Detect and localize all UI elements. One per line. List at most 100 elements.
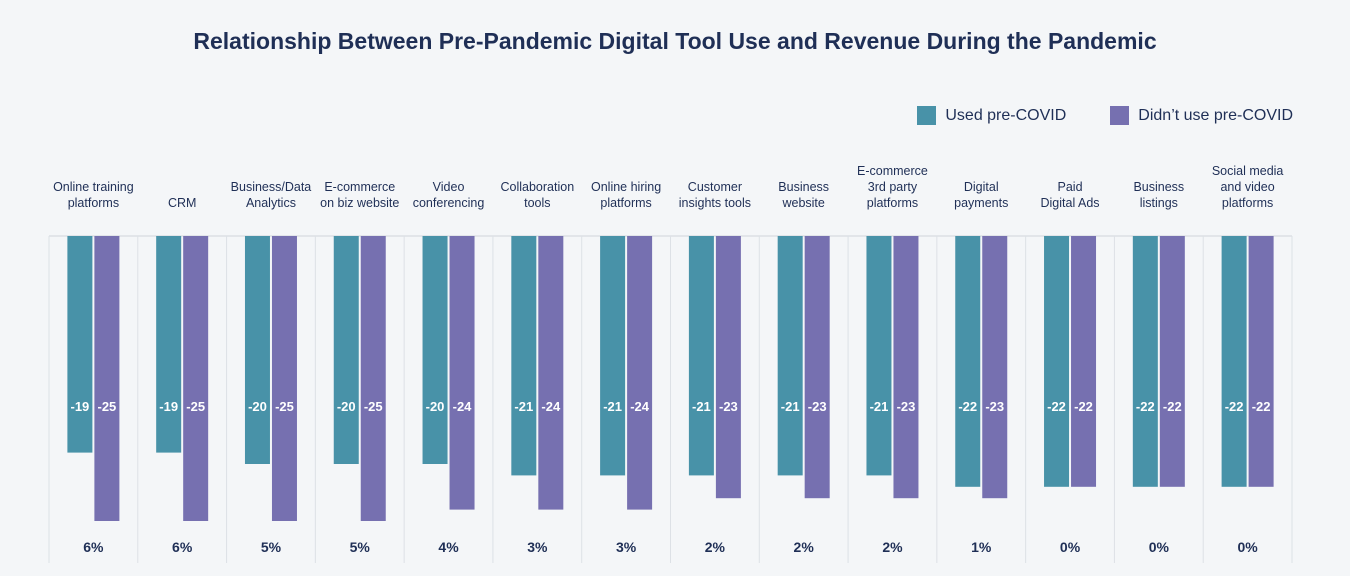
bar-used-pre-covid	[244, 236, 270, 464]
bar-not-used-pre-covid	[183, 236, 209, 521]
category-label: 3rd party	[868, 180, 918, 194]
legend: Used pre-COVID Didn’t use pre-COVID	[873, 106, 1293, 125]
legend-label-not-used: Didn’t use pre-COVID	[1138, 106, 1293, 124]
category-label: Social media	[1212, 164, 1284, 178]
difference-label: 0%	[1149, 539, 1170, 555]
difference-label: 6%	[172, 539, 193, 555]
category-label: CRM	[168, 196, 196, 210]
bar-used-pre-covid	[600, 236, 626, 476]
bar-value-label: -22	[1252, 399, 1271, 414]
bar-used-pre-covid	[1221, 236, 1247, 487]
bar-used-pre-covid	[422, 236, 448, 464]
bar-value-label: -22	[1163, 399, 1182, 414]
bar-not-used-pre-covid	[804, 236, 830, 499]
category-label: Digital Ads	[1041, 196, 1100, 210]
bar-value-label: -20	[248, 399, 267, 414]
bar-value-label: -21	[781, 399, 800, 414]
category-label: Business	[778, 180, 829, 194]
category-label: Digital	[964, 180, 999, 194]
bar-value-label: -25	[97, 399, 116, 414]
category-label: payments	[954, 196, 1008, 210]
bar-not-used-pre-covid	[893, 236, 919, 499]
bar-value-label: -25	[364, 399, 383, 414]
bar-not-used-pre-covid	[1248, 236, 1274, 487]
difference-label: 0%	[1060, 539, 1081, 555]
bar-value-label: -25	[186, 399, 205, 414]
category-label: E-commerce	[324, 180, 395, 194]
category-label: Business	[1133, 180, 1184, 194]
bar-used-pre-covid	[67, 236, 93, 453]
bar-used-pre-covid	[955, 236, 981, 487]
category-label: Customer	[688, 180, 742, 194]
difference-label: 5%	[261, 539, 282, 555]
bar-value-label: -22	[958, 399, 977, 414]
difference-label: 0%	[1237, 539, 1258, 555]
category-label: Analytics	[246, 196, 296, 210]
bar-value-label: -23	[985, 399, 1004, 414]
category-label: platforms	[867, 196, 918, 210]
legend-item-not-used: Didn’t use pre-COVID	[1110, 106, 1293, 125]
bar-not-used-pre-covid	[449, 236, 475, 510]
bar-value-label: -23	[719, 399, 738, 414]
bar-not-used-pre-covid	[271, 236, 297, 521]
bar-not-used-pre-covid	[1071, 236, 1097, 487]
bar-not-used-pre-covid	[360, 236, 386, 521]
bar-not-used-pre-covid	[982, 236, 1008, 499]
bar-value-label: -23	[808, 399, 827, 414]
legend-item-used: Used pre-COVID	[917, 106, 1066, 125]
bar-value-label: -19	[70, 399, 89, 414]
bar-not-used-pre-covid	[627, 236, 653, 510]
bar-value-label: -21	[692, 399, 711, 414]
difference-label: 6%	[83, 539, 104, 555]
category-label: Online training	[53, 180, 134, 194]
bar-used-pre-covid	[1044, 236, 1070, 487]
bar-used-pre-covid	[511, 236, 537, 476]
bar-not-used-pre-covid	[538, 236, 564, 510]
bar-value-label: -22	[1047, 399, 1066, 414]
bar-value-label: -20	[426, 399, 445, 414]
bar-value-label: -21	[603, 399, 622, 414]
legend-label-used: Used pre-COVID	[945, 106, 1067, 124]
difference-label: 3%	[616, 539, 637, 555]
difference-label: 2%	[705, 539, 726, 555]
category-label: platforms	[68, 196, 119, 210]
bar-not-used-pre-covid	[715, 236, 741, 499]
category-label: platforms	[1222, 196, 1273, 210]
legend-swatch-not-used	[1110, 106, 1130, 125]
category-label: E-commerce	[857, 164, 928, 178]
category-label: Video	[433, 180, 465, 194]
bar-value-label: -21	[514, 399, 533, 414]
category-label: conferencing	[413, 196, 485, 210]
category-label: on biz website	[320, 196, 399, 210]
category-label: platforms	[600, 196, 651, 210]
bar-used-pre-covid	[156, 236, 182, 453]
category-label: website	[781, 196, 824, 210]
bar-value-label: -21	[870, 399, 889, 414]
bar-not-used-pre-covid	[1159, 236, 1185, 487]
legend-swatch-used	[917, 106, 937, 125]
bar-not-used-pre-covid	[94, 236, 120, 521]
category-label: Paid	[1058, 180, 1083, 194]
bar-used-pre-covid	[1132, 236, 1158, 487]
bar-used-pre-covid	[777, 236, 803, 476]
category-label: Collaboration	[500, 180, 574, 194]
bar-value-label: -20	[337, 399, 356, 414]
bar-value-label: -25	[275, 399, 294, 414]
category-label: insights tools	[679, 196, 751, 210]
category-label: listings	[1140, 196, 1178, 210]
bar-value-label: -24	[630, 399, 650, 414]
chart-title: Relationship Between Pre-Pandemic Digita…	[193, 28, 1157, 54]
bar-value-label: -23	[897, 399, 916, 414]
category-label: tools	[524, 196, 550, 210]
bar-value-label: -19	[159, 399, 178, 414]
bar-value-label: -22	[1074, 399, 1093, 414]
bar-used-pre-covid	[866, 236, 892, 476]
difference-label: 4%	[438, 539, 459, 555]
bar-value-label: -24	[541, 399, 561, 414]
bar-used-pre-covid	[333, 236, 359, 464]
category-label: Online hiring	[591, 180, 661, 194]
difference-label: 3%	[527, 539, 548, 555]
bar-value-label: -22	[1136, 399, 1155, 414]
bar-value-label: -22	[1225, 399, 1244, 414]
